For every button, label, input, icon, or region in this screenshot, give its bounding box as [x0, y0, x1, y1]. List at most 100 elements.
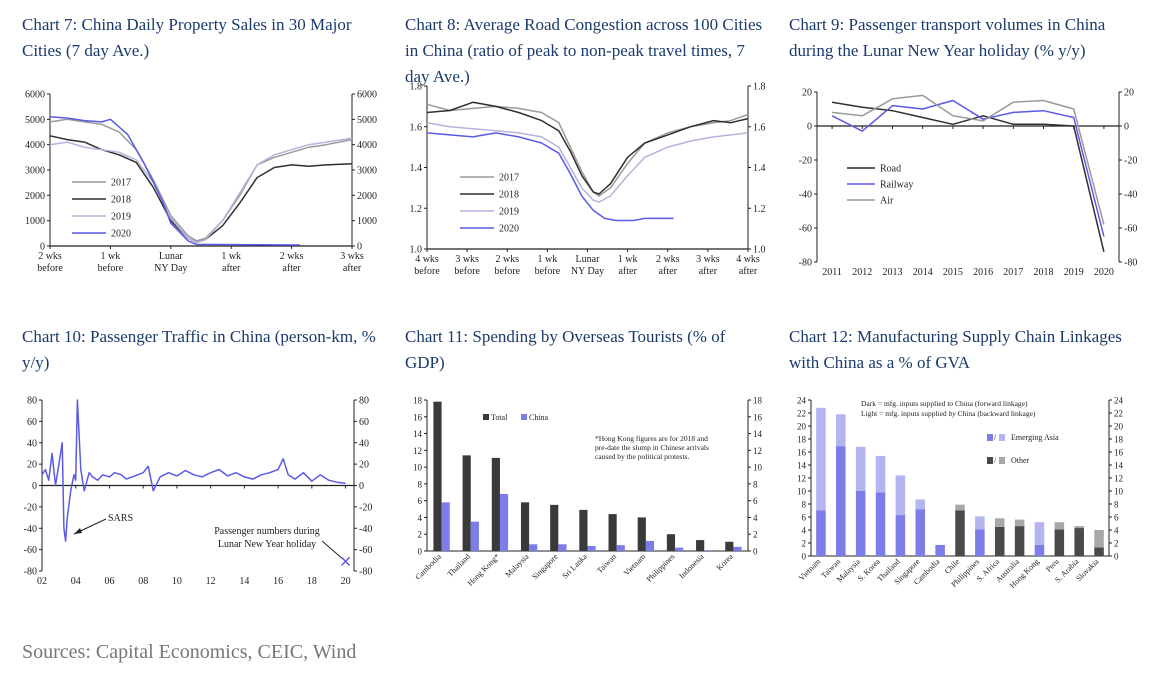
- c9-legend-label: Railway: [880, 180, 913, 191]
- c8-xtick-label: 4 wks: [415, 254, 439, 265]
- c9-xtick-label: 2018: [1034, 267, 1054, 278]
- c11-ytick-label: 10: [413, 463, 423, 473]
- c10-xtick-label: 14: [239, 576, 249, 587]
- chart-8-panel: Chart 8: Average Road Congestion across …: [405, 12, 775, 287]
- c7-ytick-label-right: 6000: [357, 90, 377, 101]
- c8-ytick-label: 1.2: [410, 204, 423, 215]
- c11-bar-china: [616, 545, 625, 551]
- chart-11-panel: Chart 11: Spending by Overseas Tourists …: [405, 324, 775, 599]
- c11-bar-china: [441, 502, 450, 551]
- c11-category-label: Taiwan: [595, 552, 618, 575]
- c12-ytick-label: 18: [797, 435, 807, 445]
- c12-ytick-label-right: 8: [1114, 500, 1119, 510]
- c11-bar-total: [550, 504, 559, 551]
- chart-8-plot: 1.0 1.01.2 1.21.4 1.41.6 1.61.8 1.84 wksbefor…: [410, 82, 766, 278]
- c10-ytick-label-right: 80: [359, 396, 369, 407]
- c11-bar-total: [637, 517, 646, 551]
- c12-ytick-label-right: 2: [1114, 539, 1119, 549]
- c12-legend-swatch-light: [999, 434, 1005, 441]
- c12-ytick-label-right: 24: [1114, 396, 1124, 406]
- c7-ytick-label: 5000: [25, 115, 45, 126]
- c7-xtick-label-2: after: [222, 263, 241, 274]
- chart-7-title: Chart 7: China Daily Property Sales in 3…: [22, 15, 352, 60]
- c7-xtick-label-2: NY Day: [154, 263, 187, 274]
- c10-ytick-label: 0: [32, 481, 37, 492]
- c11-note-line: *Hong Kong figures are for 2018 and: [595, 434, 708, 443]
- c11-bar-china: [675, 547, 684, 551]
- c11-bar-total: [579, 509, 588, 551]
- c11-ytick-label: 8: [418, 479, 423, 489]
- c11-bar-china: [529, 544, 538, 551]
- c11-ytick-label-right: 0: [753, 547, 758, 557]
- c9-xtick-label: 2011: [822, 267, 842, 278]
- c8-xtick-label-2: after: [659, 266, 678, 277]
- c12-bar-backward: [975, 516, 985, 530]
- c7-xtick-label: 1 wk: [101, 251, 121, 262]
- c9-xtick-label: 2012: [852, 267, 872, 278]
- c12-bar-backward: [875, 455, 886, 493]
- c9-series-railway: [831, 99, 1105, 237]
- c10-xtick-label: 02: [37, 576, 47, 587]
- c7-xtick-label-2: after: [282, 263, 301, 274]
- c8-ytick-label: 1.6: [410, 122, 423, 133]
- c10-xtick-label: 20: [341, 576, 351, 587]
- c10-ytick-label-right: 60: [359, 417, 369, 428]
- c12-category-label: Slovakia: [1074, 557, 1100, 583]
- c9-ytick-label-right: -60: [1124, 224, 1137, 235]
- c10-annotation-sars: SARS: [108, 513, 133, 524]
- c12-ytick-label: 4: [802, 526, 807, 536]
- c11-category-label: Malaysia: [503, 552, 530, 579]
- chart-9-panel: Chart 9: Passenger transport volumes in …: [789, 12, 1154, 287]
- c9-xtick-label: 2020: [1094, 267, 1114, 278]
- c12-bar-backward: [855, 446, 866, 491]
- chart-8-title: Chart 8: Average Road Congestion across …: [405, 15, 763, 86]
- c12-bar-backward: [1074, 526, 1084, 529]
- c8-xtick-label: Lunar: [576, 254, 601, 265]
- c8-xtick-label-2: before: [494, 266, 520, 277]
- c9-xtick-label: 2017: [1003, 267, 1023, 278]
- c11-ytick-label-right: 2: [753, 530, 758, 540]
- c8-ytick-label-right: 1.6: [753, 122, 766, 133]
- c7-ytick-label-right: 4000: [357, 140, 377, 151]
- c12-legend-swatch-dark: [987, 457, 993, 464]
- chart-9-title: Chart 9: Passenger transport volumes in …: [789, 15, 1106, 60]
- c11-ytick-label-right: 4: [753, 513, 758, 523]
- c11-ytick-label-right: 8: [753, 479, 758, 489]
- c12-bar-backward: [1054, 522, 1065, 530]
- c11-category-label: Sri Lanka: [560, 552, 589, 581]
- c11-ytick-label-right: 14: [753, 429, 763, 439]
- c12-bar-backward: [895, 475, 906, 516]
- c12-legend-sep: /: [994, 456, 997, 465]
- c12-ytick-label-right: 6: [1114, 513, 1119, 523]
- c7-xtick-label-2: before: [37, 263, 63, 274]
- c11-category-label: Indonesia: [677, 552, 706, 581]
- c9-ytick-label-right: -40: [1124, 190, 1137, 201]
- c9-series-air: [832, 94, 1105, 225]
- c10-ytick-label: -80: [24, 567, 37, 578]
- c10-ytick-label-right: -40: [359, 524, 372, 535]
- c11-bar-total: [462, 455, 471, 551]
- c7-ytick-label-right: 5000: [357, 115, 377, 126]
- c10-ytick-label-right: 40: [359, 438, 369, 449]
- c8-xtick-label: 3 wks: [455, 254, 479, 265]
- c7-ytick-label: 3000: [25, 166, 45, 177]
- c10-ytick-label-right: -20: [359, 502, 372, 513]
- c8-ytick-label-right: 1.8: [753, 82, 766, 93]
- c12-legend-sep: /: [994, 433, 997, 442]
- c12-ytick-label: 8: [802, 500, 807, 510]
- c11-ytick-label: 16: [413, 412, 423, 422]
- c12-ytick-label: 0: [802, 552, 807, 562]
- c8-legend-label: 2018: [499, 190, 519, 201]
- c11-ytick-label: 12: [413, 446, 422, 456]
- chart-7-plot: 0 0 1000 1000 2000 2000 3000 3000 4000 4000 5000 50…: [25, 90, 377, 275]
- c10-ytick-label: 40: [27, 438, 37, 449]
- c8-xtick-label-2: NY Day: [571, 266, 604, 277]
- c9-series-road: [831, 101, 1105, 252]
- c12-bar-backward: [915, 499, 926, 510]
- c10-ytick-label: -20: [24, 502, 37, 513]
- c12-ytick-label-right: 12: [1114, 474, 1123, 484]
- c7-ytick-label-right: 3000: [357, 166, 377, 177]
- chart-12-panel: Chart 12: Manufacturing Supply Chain Lin…: [789, 324, 1154, 599]
